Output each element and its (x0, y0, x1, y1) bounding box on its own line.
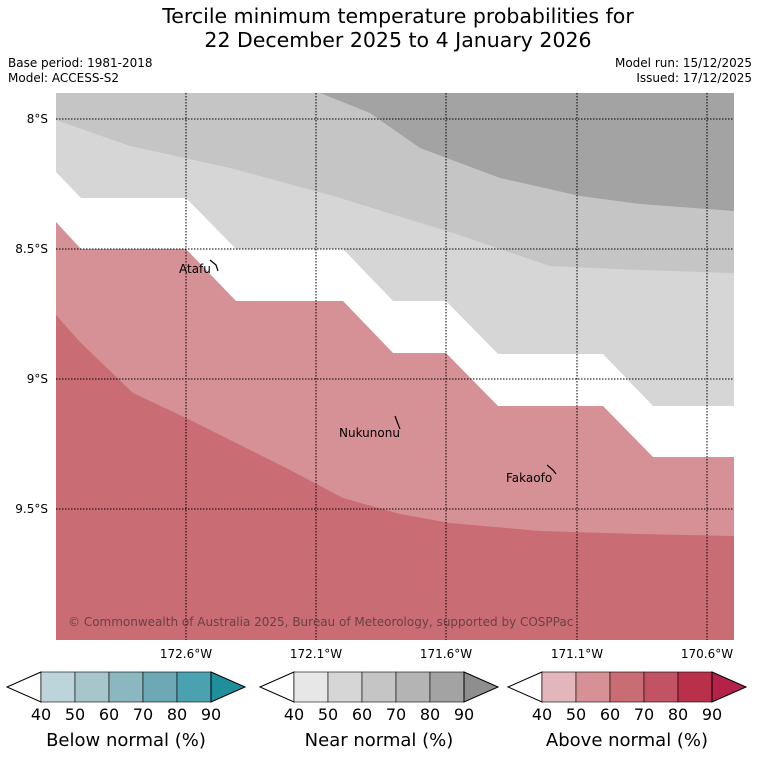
colorbar-near-normal-tick: 50 (318, 705, 338, 724)
colorbar-near-normal-title: Near normal (%) (304, 730, 454, 751)
fakaofo-outline-icon (546, 464, 557, 475)
place-label-atafu: Atafu (179, 262, 211, 276)
atafu-outline-icon (209, 259, 219, 272)
title-line-1: Tercile minimum temperature probabilitie… (162, 4, 634, 28)
above-normal-60-region (56, 315, 734, 640)
base-period: Base period: 1981-2018 (8, 56, 153, 70)
issued-date: Issued: 17/12/2025 (636, 71, 752, 85)
colorbar-above-normal-right-extension (711, 671, 748, 703)
colorbar-above-normal-cell (541, 671, 577, 703)
colorbar-below-normal: 40 50 60 70 80 90 Below normal (%) (5, 670, 247, 780)
colorbar-above-normal-scale: 40 50 60 70 80 90 (506, 671, 748, 724)
colorbar-near-normal-cell (429, 671, 465, 703)
model-run: Model run: 15/12/2025 (614, 56, 752, 70)
colorbar-below-normal-left-extension (5, 671, 42, 703)
colorbar-above-normal-cell (677, 671, 713, 703)
colorbar-near-normal: 40 50 60 70 80 90 Near normal (%) (258, 670, 500, 780)
meta-left: Base period: 1981-2018 Model: ACCESS-S2 (8, 56, 153, 86)
lon-label-171-1w: 171.1°W (551, 647, 603, 661)
lat-label-9-5s: 9.5°S (15, 502, 48, 516)
lon-label-172-6w: 172.6°W (160, 647, 212, 661)
colorbar-near-normal-tick: 90 (454, 705, 474, 724)
colorbar-below-normal-right-extension (210, 671, 247, 703)
lat-label-9s: 9°S (27, 372, 48, 386)
colorbar-near-normal-cell (327, 671, 363, 703)
lat-label-8s: 8°S (27, 112, 48, 126)
colorbar-below-normal-tick: 90 (201, 705, 221, 724)
colorbar-above-normal: 40 50 60 70 80 90 Above normal (%) (506, 670, 748, 780)
map-figure: 8°S 8.5°S 9°S 9.5°S 172.6°W 172.1°W 171.… (15, 93, 734, 661)
colorbar-above-normal-tick: 40 (532, 705, 552, 724)
colorbar-near-normal-tick: 40 (284, 705, 304, 724)
colorbar-near-normal-left-extension (258, 671, 295, 703)
place-label-fakaofo: Fakaofo (506, 471, 552, 485)
colorbar-above-normal-tick: 60 (600, 705, 620, 724)
lon-label-171-6w: 171.6°W (420, 647, 472, 661)
place-label-nukunonu: Nukunonu (339, 426, 400, 440)
colorbar-near-normal-cell (293, 671, 329, 703)
colorbar-near-normal-scale: 40 50 60 70 80 90 (258, 671, 500, 724)
colorbar-below-normal-tick: 80 (167, 705, 187, 724)
colorbar-near-normal-tick: 60 (352, 705, 372, 724)
map-title: Tercile minimum temperature probabilitie… (0, 4, 758, 52)
colorbar-near-normal-right-extension (463, 671, 500, 703)
colorbar-below-normal-tick: 60 (99, 705, 119, 724)
colorbar-below-normal-cell (108, 671, 144, 703)
colorbar-above-normal-cell (643, 671, 679, 703)
colorbar-below-normal-title: Below normal (%) (46, 730, 206, 751)
colorbar-below-normal-scale: 40 50 60 70 80 90 (5, 671, 247, 724)
colorbar-below-normal-tick: 50 (65, 705, 85, 724)
lat-label-8-5s: 8.5°S (15, 242, 48, 256)
colorbar-near-normal-cell (395, 671, 431, 703)
colorbar-below-normal-cell (176, 671, 212, 703)
colorbar-above-normal-tick: 80 (668, 705, 688, 724)
colorbar-above-normal-title: Above normal (%) (545, 730, 709, 751)
near-normal-60-region (320, 93, 734, 211)
colorbar-above-normal-tick: 70 (634, 705, 654, 724)
title-line-2: 22 December 2025 to 4 January 2026 (204, 28, 592, 52)
colorbar-below-normal-tick: 70 (133, 705, 153, 724)
colorbar-below-normal-cell (142, 671, 178, 703)
colorbar-near-normal-tick: 80 (420, 705, 440, 724)
lon-label-172-1w: 172.1°W (290, 647, 342, 661)
copyright-text: © Commonwealth of Australia 2025, Bureau… (68, 615, 573, 629)
colorbar-near-normal-tick: 70 (386, 705, 406, 724)
colorbar-below-normal-tick: 40 (31, 705, 51, 724)
lon-label-170-6w: 170.6°W (681, 647, 733, 661)
colorbar-below-normal-cell (40, 671, 76, 703)
meta-right: Model run: 15/12/2025 Issued: 17/12/2025 (615, 56, 752, 86)
colorbar-below-normal-cell (74, 671, 110, 703)
colorbar-above-normal-left-extension (506, 671, 543, 703)
colorbar-above-normal-tick: 50 (566, 705, 586, 724)
colorbar-above-normal-cell (575, 671, 611, 703)
colorbar-near-normal-cell (361, 671, 397, 703)
colorbar-above-normal-tick: 90 (702, 705, 722, 724)
gridlines (56, 93, 734, 640)
nukunonu-outline-icon (394, 415, 401, 430)
model-name: Model: ACCESS-S2 (8, 71, 120, 85)
colorbar-above-normal-cell (609, 671, 645, 703)
